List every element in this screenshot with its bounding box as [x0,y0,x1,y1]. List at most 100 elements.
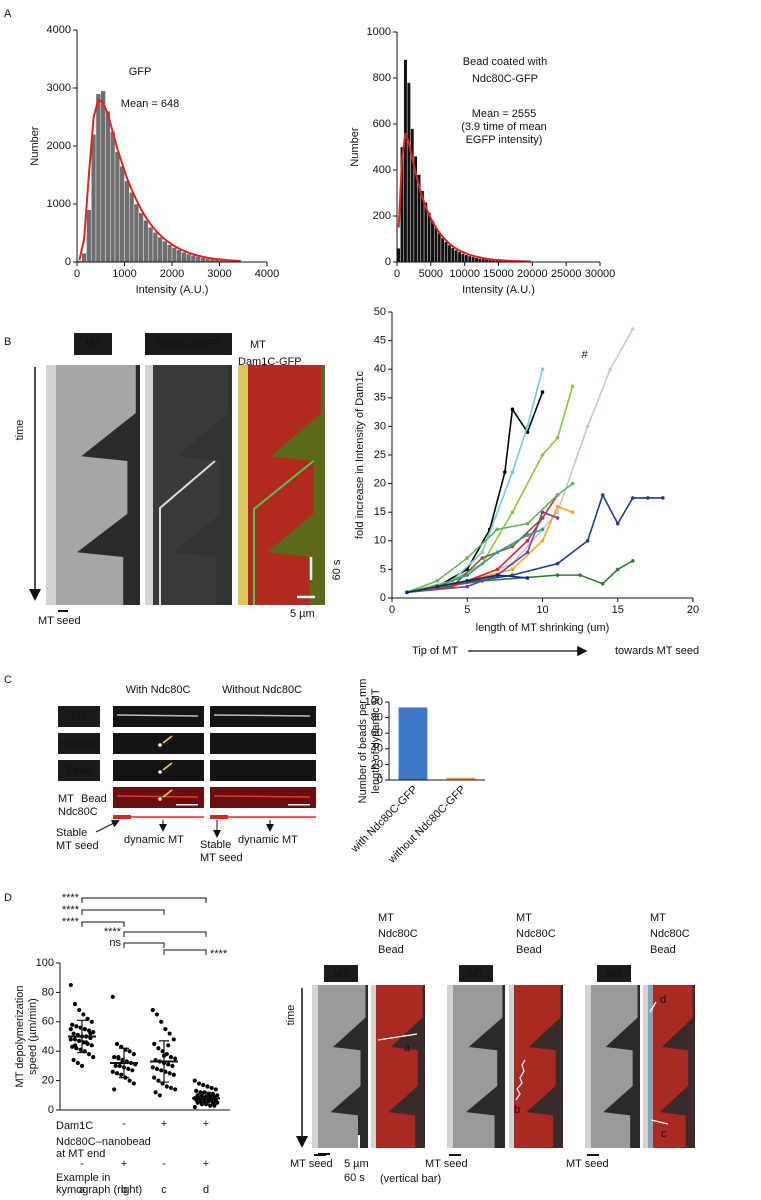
significance-bracket [81,897,207,903]
micrograph [113,760,204,781]
point [212,1103,217,1108]
y-tick-label: 20 [374,478,386,490]
point [661,496,665,500]
condition-value: - [122,1118,126,1130]
point [525,533,530,537]
point [578,573,582,577]
x-tick-label: 10000 [449,268,480,280]
panel-label: D [4,892,12,904]
bar [471,256,476,263]
x-tick-label: 30000 [585,268,616,280]
seed-label: MT seed [566,1158,609,1170]
point [110,1069,115,1074]
condition-value: a [79,1184,86,1196]
point [168,1085,174,1091]
image-label: MT [333,968,349,980]
overlay-label: Bead [81,793,107,805]
kymograph-mt [56,365,136,605]
chart-title: Ndc80C-GFP [472,73,538,85]
significance-bracket [123,942,165,948]
bar [110,131,116,263]
bar [91,134,97,263]
bar [474,257,479,263]
kymograph-seed [447,985,453,1148]
point [70,1022,75,1027]
point [615,567,620,572]
image-label: MT [468,968,484,980]
y-tick-label: 40 [42,1045,54,1057]
significance-label: **** [62,904,80,916]
x-tick-label: 5000 [419,268,443,280]
label-box [459,965,493,982]
axis-note: Tip of MT [412,645,458,657]
point [81,1012,86,1017]
x-tick-label: 20000 [517,268,548,280]
point [615,521,620,526]
point [646,496,650,500]
point [71,1031,76,1036]
point [510,544,515,549]
pointer-arrow [162,789,173,798]
seed-label: MT seed [56,840,99,852]
bar [450,247,455,263]
point [159,1019,164,1024]
point [157,1093,162,1098]
bar [129,192,135,263]
y-tick-label: 45 [374,335,386,347]
label-box [597,965,631,982]
y-axis-label: MT depolymerization [14,986,26,1088]
point [540,367,545,372]
y-axis-label: speed (µm/min) [27,998,39,1075]
point [540,510,545,514]
column-header: Without Ndc80C [222,684,302,696]
bar [186,253,192,263]
point [153,1090,158,1095]
bar [152,232,158,263]
point [164,1084,169,1089]
y-tick-label: 100 [365,696,383,708]
y-axis-label: length of dynamic MT [370,688,382,793]
x-tick-label: 1000 [112,268,136,280]
point [555,573,560,577]
condition-value: - [162,1158,166,1170]
bar [464,254,469,263]
label-box [58,706,100,727]
chart-title: Bead coated with [463,56,547,68]
panel-label: C [4,674,12,686]
point [167,1031,172,1036]
y-tick-label: 0 [65,256,71,268]
y-tick-label: 1000 [47,198,71,210]
overlay-label: MT [516,912,532,924]
point [585,539,590,543]
bar [447,244,452,263]
bar [467,255,472,263]
bead [158,743,162,747]
y-tick-label: 15 [374,506,386,518]
scale-label: 60 s [331,559,343,580]
point [156,1046,161,1051]
scale-label: 60 s [344,1172,365,1184]
series-line [406,386,574,594]
significance-bracket [81,909,165,915]
seed-schematic [113,815,131,819]
significance-label: **** [62,892,80,904]
condition-value: - [80,1158,84,1170]
kymograph-mt [453,985,503,1148]
point [77,1007,82,1013]
point [435,584,439,589]
point [450,584,455,589]
point [555,504,560,509]
point [540,539,545,543]
point [525,550,530,555]
point [555,516,560,520]
x-axis-label: length of MT shrinking (um) [476,622,610,634]
fit-curve [78,98,241,263]
y-tick-label: 400 [373,164,391,176]
kymograph-mt [648,985,693,1148]
y-tick-label: 80 [371,712,383,724]
condition-value: d [203,1184,209,1196]
bar [427,212,432,263]
bar [190,255,196,263]
seed-label: Stable [200,839,231,851]
y-tick-label: 2000 [47,140,71,152]
